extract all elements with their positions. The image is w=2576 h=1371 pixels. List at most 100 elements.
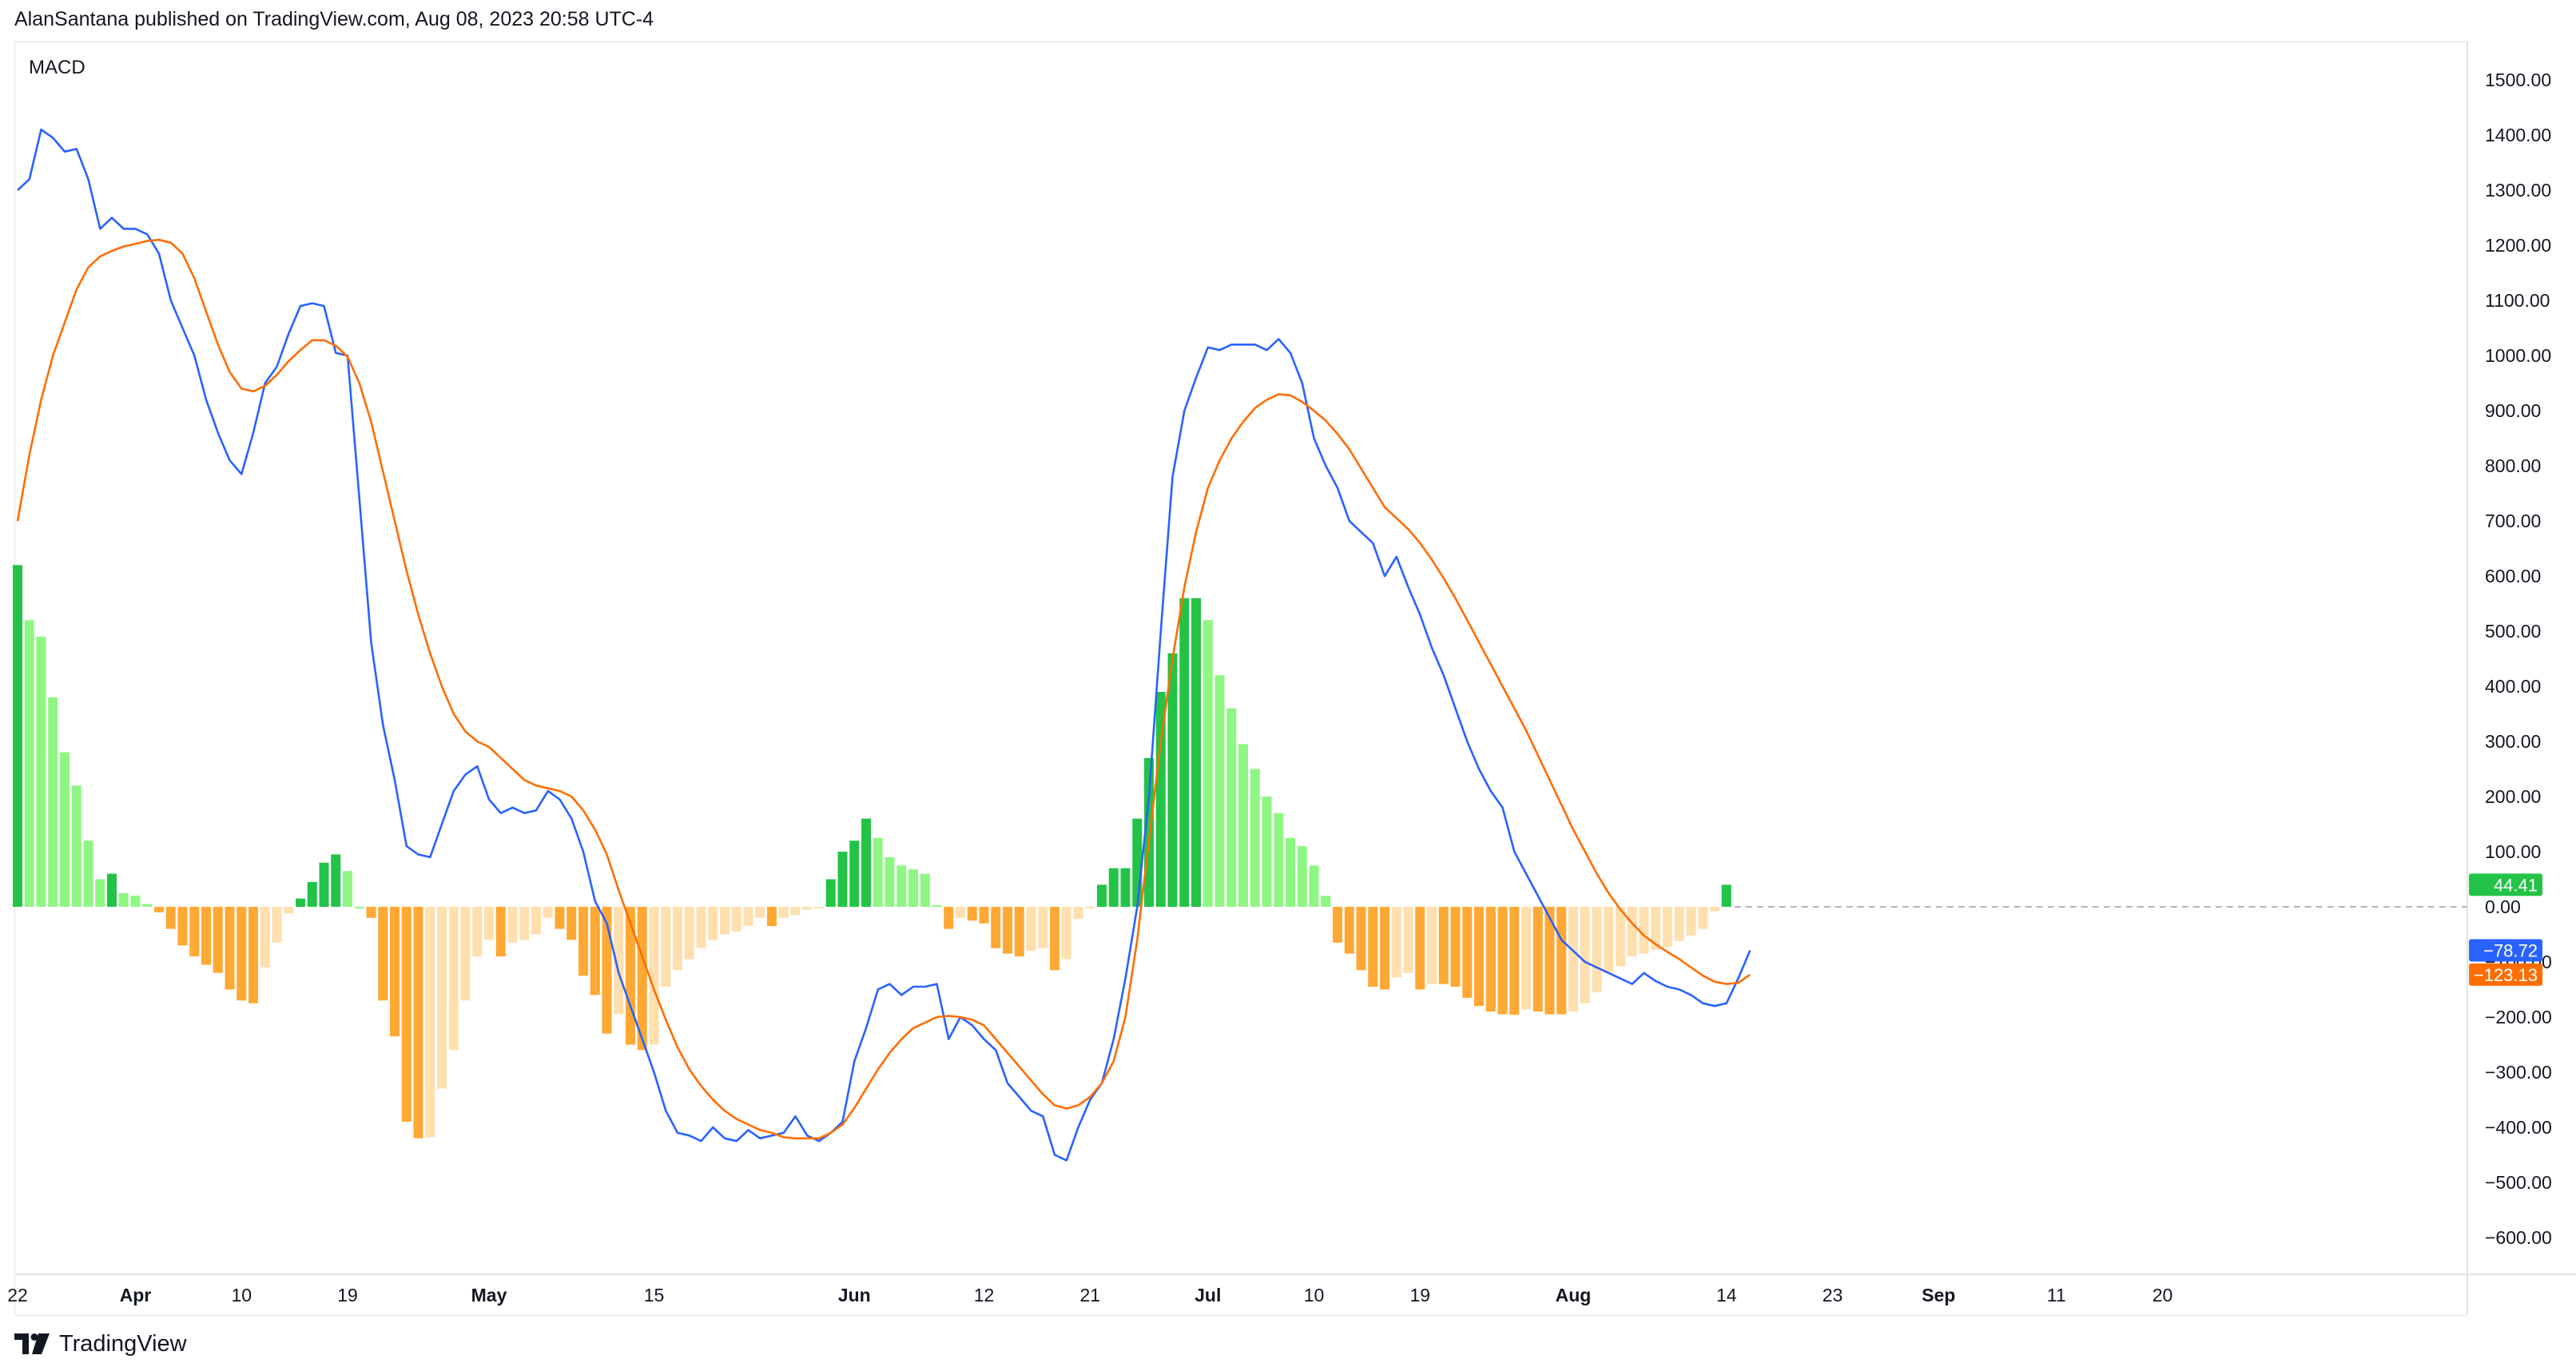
price-axis-label: 500.00	[2485, 621, 2541, 642]
histogram-bar	[908, 869, 918, 907]
histogram-bar	[626, 907, 635, 1045]
histogram-bar	[1003, 907, 1012, 954]
histogram-bar	[307, 881, 317, 907]
histogram-bar	[24, 620, 34, 907]
histogram-bar	[413, 907, 423, 1139]
price-axis-label: 1300.00	[2485, 180, 2551, 201]
histogram-bar	[1509, 907, 1520, 1015]
histogram-bar	[684, 907, 694, 960]
histogram-bar	[602, 907, 612, 1034]
histogram-bar	[932, 904, 942, 907]
histogram-bar	[1050, 907, 1059, 971]
time-axis-label: 19	[337, 1285, 358, 1305]
histogram-bar	[390, 907, 400, 1037]
histogram-bar	[1167, 653, 1178, 907]
time-axis-label: 12	[974, 1285, 995, 1305]
histogram-bar	[142, 904, 153, 907]
histogram-bar	[1391, 907, 1401, 978]
histogram-bar	[83, 840, 93, 907]
histogram-bar	[48, 697, 58, 907]
histogram-bar	[731, 907, 741, 932]
histogram-bar	[1108, 868, 1119, 907]
signal-line	[16, 238, 1751, 1140]
histogram-bar	[507, 907, 518, 943]
time-axis-label: 14	[1716, 1285, 1737, 1305]
macd-value-tag: −78.72	[2483, 941, 2538, 961]
histogram-bar	[967, 907, 977, 921]
price-axis-label: −600.00	[2485, 1227, 2552, 1248]
histogram-bar	[1262, 797, 1272, 907]
time-axis-label: 22	[7, 1285, 28, 1305]
histogram-bar	[177, 907, 188, 946]
histogram-bar	[1321, 896, 1331, 907]
histogram-bar	[1485, 907, 1496, 1012]
histogram-bar	[1450, 907, 1461, 988]
macd-line	[17, 128, 1751, 1162]
time-axis-label: Apr	[120, 1285, 152, 1305]
histogram-bar	[296, 898, 305, 907]
histogram-bar	[543, 907, 553, 918]
histogram-bar	[696, 907, 706, 948]
histogram-bar	[1592, 907, 1602, 992]
price-axis-label: 700.00	[2485, 511, 2541, 531]
histogram-bar	[165, 907, 176, 929]
histogram-bar	[1061, 907, 1071, 960]
histogram-bar	[708, 907, 718, 940]
histogram-bar	[1203, 620, 1213, 907]
time-axis-label: 15	[644, 1285, 665, 1305]
time-axis-label: 10	[1304, 1285, 1325, 1305]
macd-value-tag-bg	[2469, 939, 2542, 962]
signal-value-tag-bg	[2469, 963, 2542, 986]
histogram-bar	[566, 907, 577, 940]
histogram-bar	[1286, 837, 1295, 907]
histogram-bar	[849, 840, 860, 907]
histogram-bar	[1616, 907, 1625, 967]
histogram-bar	[578, 907, 588, 976]
price-tags: 44.41 −78.72 −123.13	[2469, 873, 2542, 986]
histogram-bar	[237, 907, 247, 1001]
time-axis-label: May	[471, 1285, 507, 1305]
histogram-bar	[1238, 744, 1248, 907]
histogram-bar	[673, 907, 682, 971]
histogram-bar	[366, 907, 376, 918]
histogram-bar	[1038, 907, 1048, 948]
price-axis-label: 1200.00	[2485, 235, 2551, 256]
histogram-bar	[1698, 907, 1708, 929]
tradingview-logo-icon[interactable]	[14, 1333, 51, 1354]
histogram-bar	[1663, 907, 1672, 948]
histogram-bar	[720, 907, 729, 935]
histogram-bar	[1132, 818, 1143, 907]
time-axis-label: 21	[1079, 1285, 1100, 1305]
histogram-bar	[614, 907, 624, 1015]
histogram-bar	[1544, 907, 1555, 1015]
footer-brand[interactable]: TradingView	[59, 1330, 187, 1357]
histogram-bar	[1604, 907, 1614, 973]
histogram-bar	[1085, 907, 1095, 908]
histogram-bar	[319, 862, 329, 907]
histogram-bar	[1309, 865, 1319, 907]
histogram-bar	[1438, 907, 1449, 984]
histogram-value-tag: 44.41	[2494, 875, 2538, 895]
histogram-bar	[920, 873, 930, 907]
histogram-bar	[1297, 846, 1307, 907]
histogram-bar	[60, 752, 70, 907]
time-axis-label: 20	[2153, 1285, 2173, 1305]
histogram-bar	[1226, 708, 1237, 907]
histogram-bar	[1639, 907, 1649, 954]
time-axis: 22 Apr 10 19 May 15 Jun 12 21 Jul 10 19 Aug 14 23 Sep 11…	[7, 1285, 2173, 1305]
histogram-bar	[555, 907, 565, 929]
histogram-bar	[896, 865, 907, 907]
histogram-bar	[1403, 907, 1413, 973]
histogram-bar	[1344, 907, 1354, 954]
histogram-bar	[755, 907, 765, 918]
histogram-bar	[107, 873, 117, 907]
time-axis-label: Aug	[1556, 1285, 1592, 1305]
histogram-bar	[118, 892, 129, 907]
histogram-bar	[484, 907, 494, 940]
histogram-bar	[778, 907, 789, 918]
price-axis-label: 0.00	[2485, 896, 2521, 917]
histogram-bar	[1427, 907, 1437, 984]
histogram-bar	[272, 907, 282, 943]
price-axis-label: −200.00	[2485, 1007, 2552, 1027]
